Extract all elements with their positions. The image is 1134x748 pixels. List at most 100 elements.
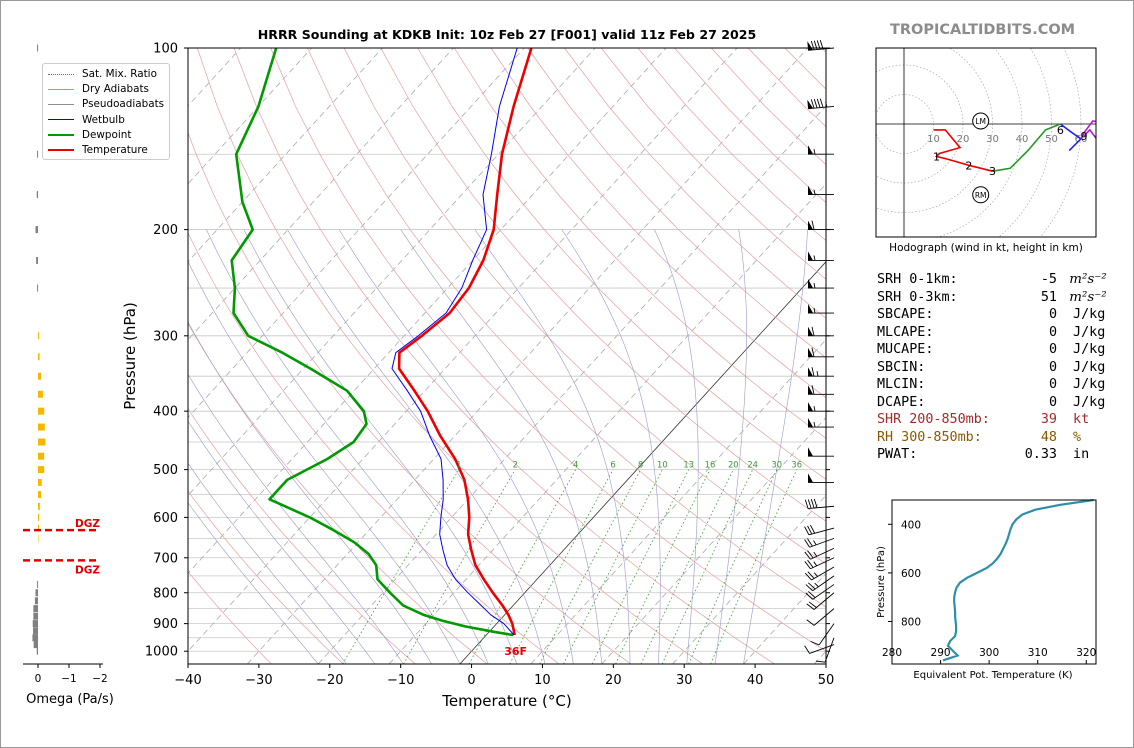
profile-dewpoint xyxy=(230,48,514,637)
pseudoadiabat xyxy=(474,229,631,664)
barb-flag xyxy=(808,385,813,395)
isotherm-line xyxy=(188,48,383,263)
dry-adiabat xyxy=(188,408,416,664)
pseudoadiabat xyxy=(338,229,574,664)
barb-full xyxy=(811,367,815,377)
pseudoadiabat xyxy=(188,373,404,664)
barb-shaft xyxy=(813,592,835,610)
y-tick-label: 100 xyxy=(153,42,178,57)
pseudoadiabat xyxy=(206,229,489,664)
site-label[interactable]: TROPICALTIDBITS.COM xyxy=(890,22,1076,38)
omega-bar xyxy=(38,502,40,510)
stat-row: SRH 0-3km: 51 m²s⁻² xyxy=(877,290,1107,305)
omega-bar xyxy=(33,641,38,649)
y-tick-label: 800 xyxy=(153,586,178,601)
x-tick-label: 30 xyxy=(676,673,693,688)
wind-barb xyxy=(808,347,834,358)
mixing-ratio-label: 24 xyxy=(747,460,758,470)
barb-half xyxy=(816,371,819,377)
stat-row: MLCIN: 0 J/kg xyxy=(877,377,1105,392)
stat-unit: m²s⁻² xyxy=(1065,289,1107,305)
omega-bar xyxy=(35,589,38,597)
pseudoadiabat xyxy=(188,462,347,664)
barb-half xyxy=(813,551,818,557)
dgz-label: DGZ xyxy=(75,518,100,530)
wind-barb xyxy=(807,40,835,51)
wind-barb xyxy=(815,637,835,663)
stat-label: SBCAPE: xyxy=(877,307,934,322)
barb-full xyxy=(810,40,815,50)
mixing-ratio-line xyxy=(509,469,614,664)
legend-swatch xyxy=(48,119,74,121)
pseudoadiabat xyxy=(287,229,546,664)
barb-half xyxy=(813,189,816,195)
barb-shaft xyxy=(809,537,835,548)
stat-row: SHR 200-850mb: 39 kt xyxy=(877,412,1089,427)
hodo-frame xyxy=(875,47,1097,238)
wind-barb xyxy=(805,575,835,592)
wind-barb xyxy=(808,326,834,337)
omega-bar xyxy=(38,452,45,460)
theta-e-frame xyxy=(891,499,1097,665)
omega-bar xyxy=(38,438,46,446)
barb-half xyxy=(813,149,816,155)
barb-shaft xyxy=(818,623,835,646)
pseudoadiabat xyxy=(188,260,461,664)
mixing-ratio-label: 4 xyxy=(573,460,578,470)
theta-e-x-tick-label: 320 xyxy=(1076,647,1096,659)
mixing-ratio-line xyxy=(539,469,641,664)
hodo-ring-label: 50 xyxy=(1045,134,1058,145)
stat-unit: m²s⁻² xyxy=(1065,272,1107,287)
isotherm-line xyxy=(188,48,738,652)
barb-full xyxy=(804,561,811,570)
hodo-ring-label: 10 xyxy=(927,134,940,145)
mixing-ratio-line xyxy=(688,469,778,664)
mixing-ratio-line xyxy=(342,469,460,664)
stat-label: SRH 0-1km: xyxy=(877,272,958,287)
hodo-marker-rm xyxy=(972,186,990,204)
legend-label: Pseudoadiabats xyxy=(82,98,165,111)
wind-barb xyxy=(808,220,834,231)
wind-barb xyxy=(808,402,834,412)
y-tick-label: 200 xyxy=(153,223,178,238)
hodo-trace xyxy=(933,129,993,172)
omega-bar xyxy=(33,612,38,620)
stat-label: SHR 200-850mb: xyxy=(877,412,990,427)
barb-full xyxy=(816,40,821,50)
barb-half xyxy=(825,102,828,108)
omega-bar xyxy=(37,150,39,158)
wind-barb xyxy=(808,473,834,483)
pseudoadiabat xyxy=(714,229,747,664)
barb-full xyxy=(807,499,812,509)
hodo-trace xyxy=(1059,123,1083,152)
omega-bar xyxy=(38,524,39,532)
barb-shaft xyxy=(808,47,835,51)
barb-half xyxy=(813,540,817,546)
pseudoadiabat xyxy=(188,321,432,664)
barb-shaft xyxy=(808,527,835,536)
wind-barb xyxy=(810,623,835,646)
stat-row: MLCAPE: 0 J/kg xyxy=(877,325,1105,340)
legend-label: Dewpoint xyxy=(82,128,132,141)
hodo-title: Hodograph (wind in kt, height in km) xyxy=(889,242,1083,254)
barb-full xyxy=(806,603,815,610)
mixing-ratio-label: 2 xyxy=(513,460,518,470)
dry-adiabat xyxy=(188,131,632,664)
barb-full xyxy=(810,99,815,109)
mixing-ratio-line xyxy=(640,469,734,664)
wind-barb xyxy=(808,418,834,428)
wind-barb xyxy=(806,592,835,610)
hodo-height-label: 6 xyxy=(1057,124,1064,137)
legend-item: Sat. Mix. Ratio xyxy=(48,67,157,81)
hodo-height-label: 1 xyxy=(933,150,940,163)
legend-swatch xyxy=(48,88,74,90)
stat-unit: in xyxy=(1065,447,1090,462)
legend-label: Wetbulb xyxy=(82,113,125,126)
wind-barb xyxy=(804,557,835,570)
barb-full xyxy=(813,498,818,508)
stat-value: 0 xyxy=(1048,307,1057,322)
omega-bar xyxy=(33,627,38,635)
stat-label: SRH 0-3km: xyxy=(877,289,958,305)
legend-label: Sat. Mix. Ratio xyxy=(82,68,157,80)
barb-full xyxy=(805,584,814,592)
